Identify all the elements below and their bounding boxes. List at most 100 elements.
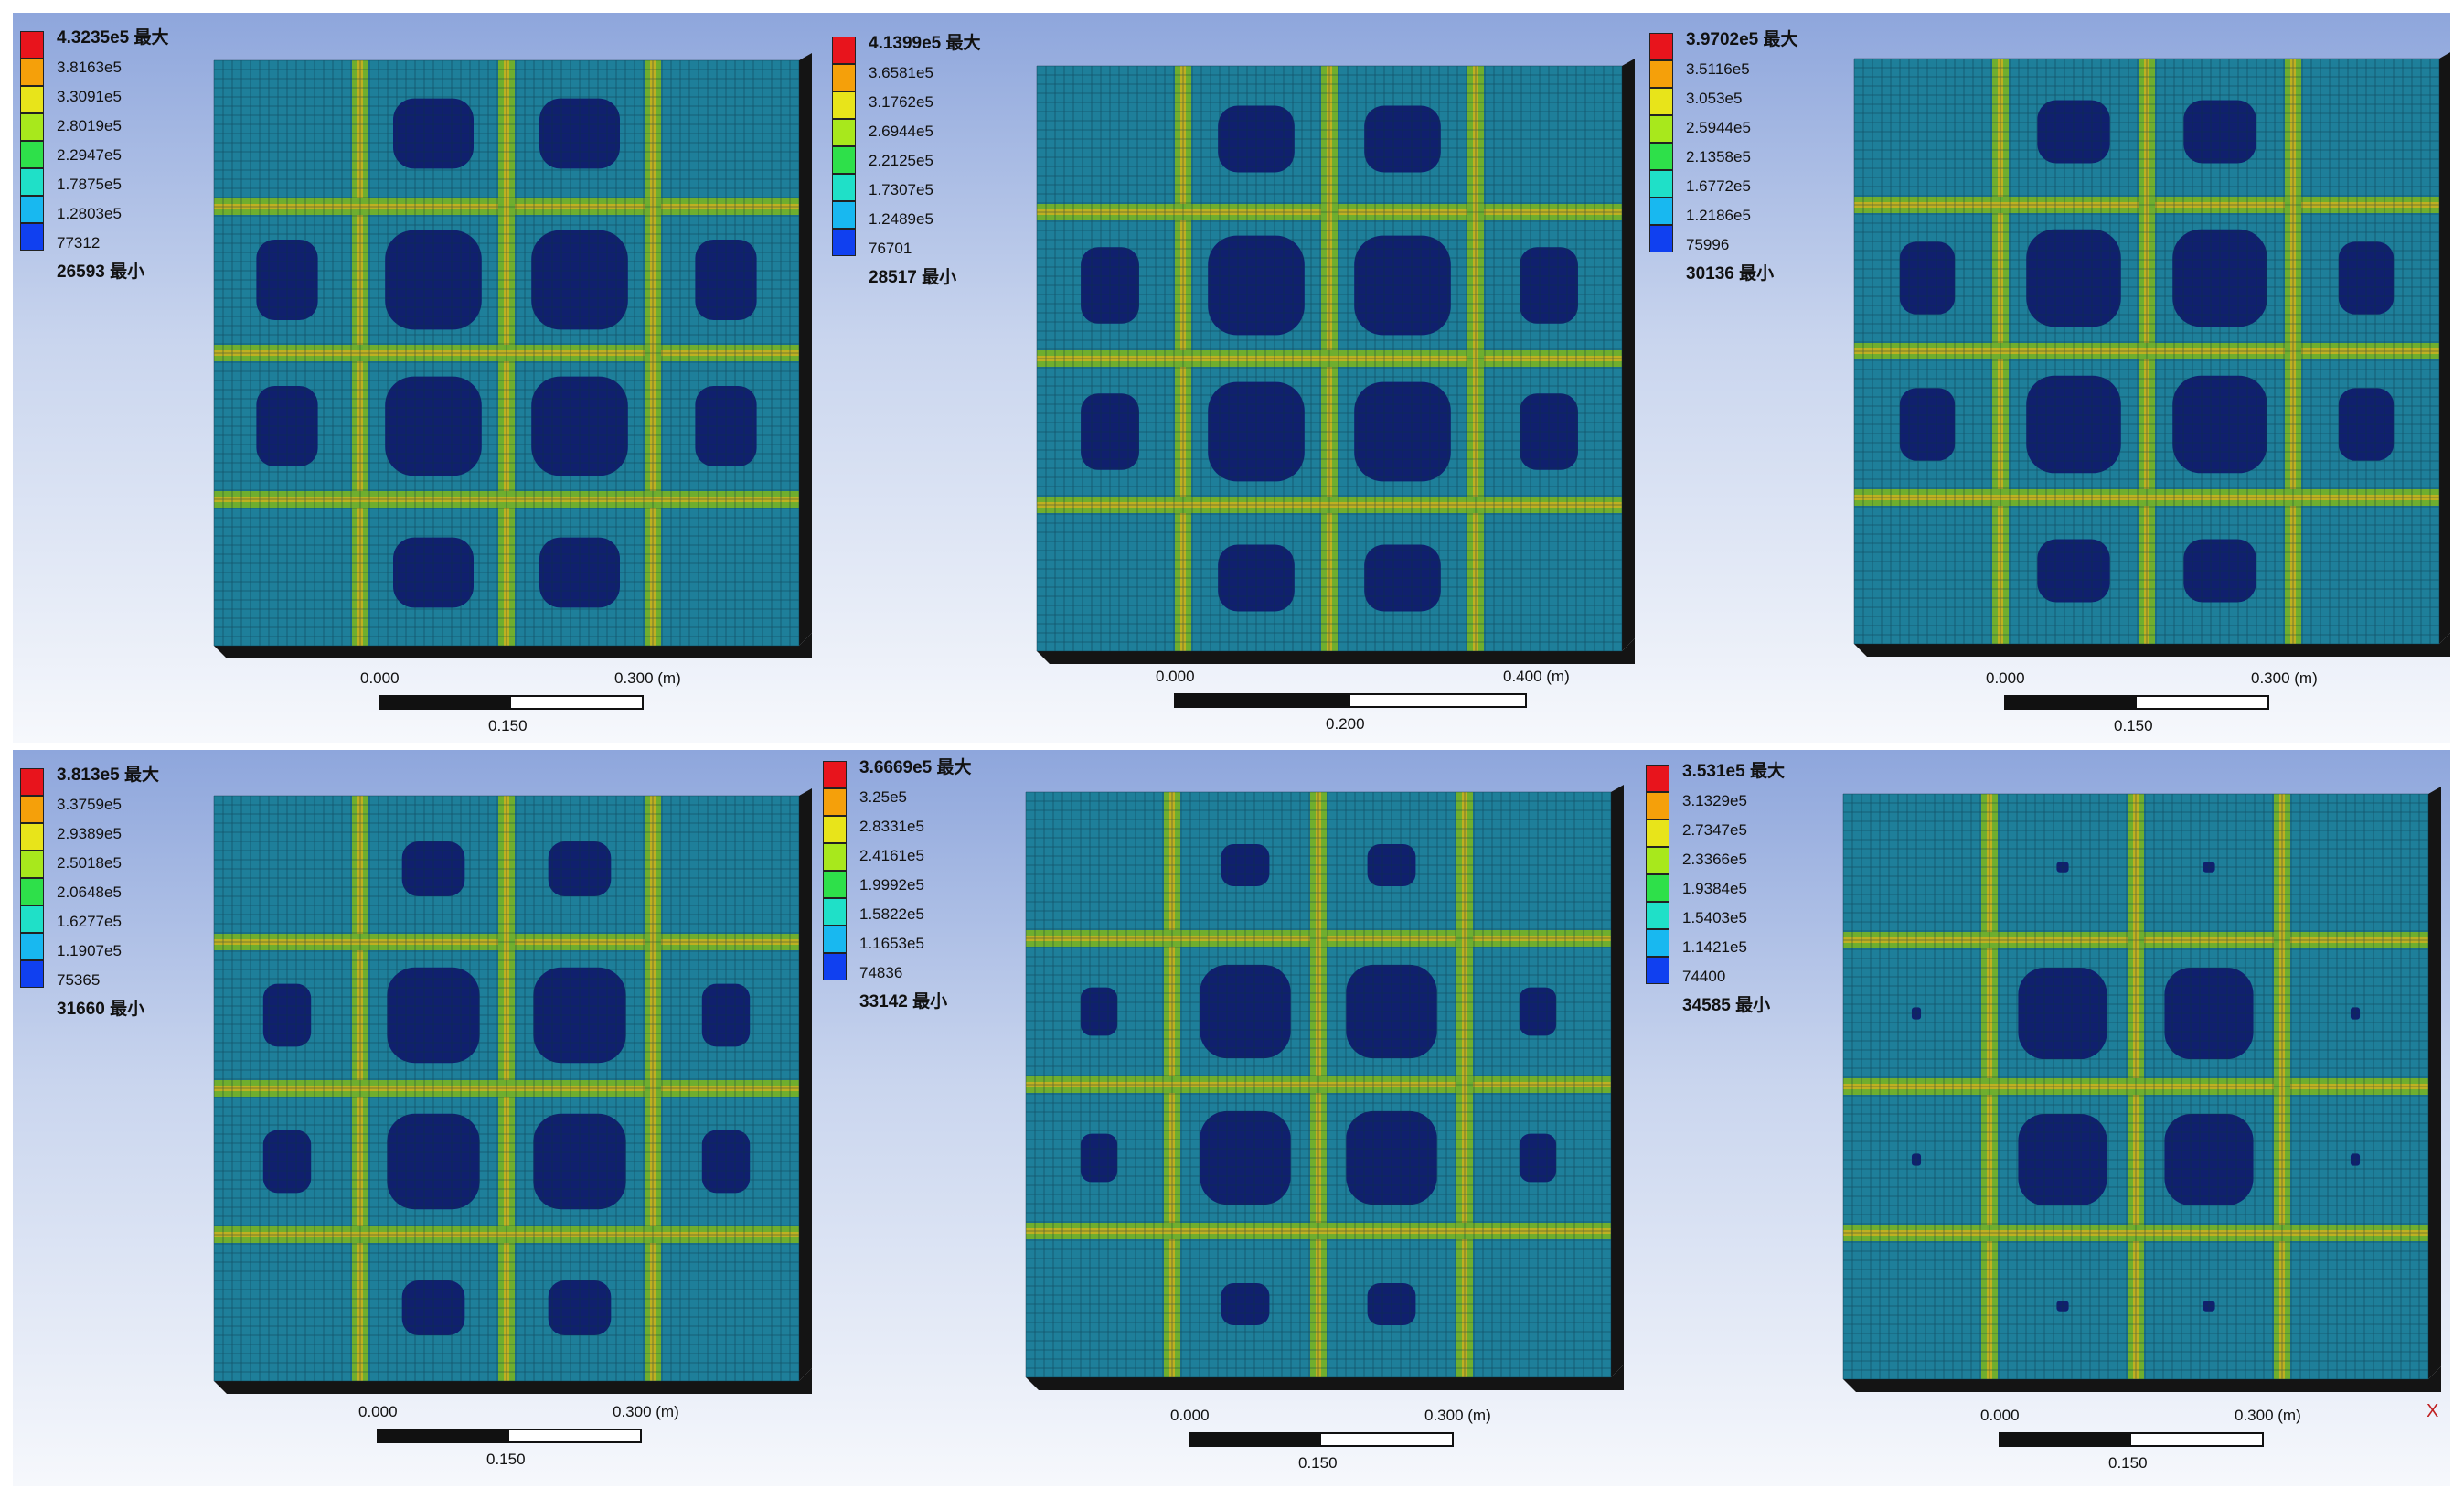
scale-mid: 0.200 xyxy=(1326,715,1365,733)
legend-swatches xyxy=(1649,33,1673,252)
legend-color-swatch xyxy=(1646,792,1669,819)
legend-color-swatch xyxy=(832,64,856,91)
scale-bar-fill xyxy=(1999,1432,2131,1447)
stress-contour-plot-6[interactable] xyxy=(1836,785,2448,1397)
stress-contour-plot-2[interactable] xyxy=(1029,57,1642,669)
scale-bar-5: 0.000 0.300 (m) 0.150 xyxy=(1170,1407,1518,1480)
legend-color-swatch xyxy=(20,31,44,59)
legend-level: 1.6772e5 xyxy=(1686,177,1751,195)
legend-color-swatch xyxy=(1646,874,1669,902)
scale-start: 0.000 xyxy=(1156,668,1195,685)
legend-min: 30136 最小 xyxy=(1686,264,1775,284)
legend-level: 1.1907e5 xyxy=(57,942,122,959)
legend-color-swatch xyxy=(823,788,847,816)
legend-color-swatch xyxy=(20,223,44,251)
legend-color-swatch xyxy=(20,768,44,796)
legend-color-swatch xyxy=(1649,198,1673,225)
legend-color-swatch xyxy=(832,229,856,256)
legend-color-swatch xyxy=(832,174,856,201)
legend-level: 3.6581e5 xyxy=(869,64,933,81)
legend-level: 3.3091e5 xyxy=(57,88,122,105)
legend-max: 3.813e5 最大 xyxy=(57,766,159,785)
scale-bar-3: 0.000 0.300 (m) 0.150 xyxy=(1986,669,2352,743)
legend-level: 1.5403e5 xyxy=(1682,909,1747,926)
legend-level: 1.6277e5 xyxy=(57,913,122,930)
mesh-grid xyxy=(1853,58,2440,645)
scale-end: 0.300 (m) xyxy=(614,669,681,687)
legend-color-swatch xyxy=(832,119,856,146)
legend-swatches xyxy=(832,37,856,256)
legend-color-swatch xyxy=(20,59,44,86)
legend-color-swatch xyxy=(1649,170,1673,198)
scale-start: 0.000 xyxy=(360,669,400,687)
legend-color-swatch xyxy=(20,86,44,113)
stress-contour-plot-5[interactable] xyxy=(1019,783,1631,1396)
legend-color-swatch xyxy=(20,933,44,960)
legend-level: 1.7307e5 xyxy=(869,181,933,198)
scale-start: 0.000 xyxy=(1986,669,2025,687)
scale-bar-fill xyxy=(2004,695,2137,710)
legend-min: 33142 最小 xyxy=(859,992,948,1012)
scale-bar-4: 0.000 0.300 (m) 0.150 xyxy=(358,1403,688,1476)
legend-color-swatch xyxy=(1649,225,1673,252)
legend-max: 3.6669e5 最大 xyxy=(859,758,972,777)
legend-color-swatch xyxy=(20,113,44,141)
scale-end: 0.300 (m) xyxy=(2251,669,2318,687)
legend-color-swatch xyxy=(20,905,44,933)
legend-color-swatch xyxy=(20,878,44,905)
scale-start: 0.000 xyxy=(1980,1407,2020,1424)
legend-color-swatch xyxy=(823,953,847,980)
legend-level: 1.1653e5 xyxy=(859,935,924,952)
legend-level: 75996 xyxy=(1686,236,1730,253)
legend-level: 2.8019e5 xyxy=(57,117,122,134)
legend-min: 28517 最小 xyxy=(869,268,957,287)
legend-swatches xyxy=(20,768,44,988)
legend-level: 1.9992e5 xyxy=(859,876,924,894)
mesh-grid xyxy=(213,795,800,1382)
legend-color-swatch xyxy=(1649,33,1673,60)
legend-level: 1.1421e5 xyxy=(1682,938,1747,956)
legend-color-swatch xyxy=(832,91,856,119)
axis-triad-x-label: X xyxy=(2427,1401,2439,1421)
legend-level: 2.7347e5 xyxy=(1682,821,1747,839)
legend-color-swatch xyxy=(1646,929,1669,957)
legend-level: 2.2947e5 xyxy=(57,146,122,164)
legend-level: 1.2489e5 xyxy=(869,210,933,228)
legend-color-swatch xyxy=(823,761,847,788)
legend-color-swatch xyxy=(832,37,856,64)
legend-level: 3.1329e5 xyxy=(1682,792,1747,809)
scale-bar-fill xyxy=(377,1429,509,1443)
scale-bar-fill xyxy=(1189,1432,1321,1447)
mesh-grid xyxy=(1842,793,2429,1380)
scale-end: 0.300 (m) xyxy=(2235,1407,2301,1424)
scale-bar-fill xyxy=(379,695,511,710)
legend-level: 3.25e5 xyxy=(859,788,907,806)
stress-contour-plot-4[interactable] xyxy=(207,787,819,1399)
stress-contour-plot-3[interactable] xyxy=(1847,49,2450,662)
plate-edge xyxy=(1854,633,2450,657)
scale-start: 0.000 xyxy=(1170,1407,1210,1424)
legend-level: 74836 xyxy=(859,964,903,981)
legend-level: 3.3759e5 xyxy=(57,796,122,813)
result-row-bottom: 3.813e5 最大 3.3759e5 2.9389e5 2.5018e5 2.… xyxy=(13,750,2450,1486)
scale-mid: 0.150 xyxy=(486,1451,526,1468)
legend-level: 76701 xyxy=(869,240,912,257)
legend-color-swatch xyxy=(20,960,44,988)
legend-level: 1.7875e5 xyxy=(57,176,122,193)
legend-level: 1.2803e5 xyxy=(57,205,122,222)
legend-level: 2.9389e5 xyxy=(57,825,122,842)
scale-mid: 0.150 xyxy=(1298,1454,1338,1472)
legend-level: 2.4161e5 xyxy=(859,847,924,864)
legend-level: 1.2186e5 xyxy=(1686,207,1751,224)
legend-color-swatch xyxy=(20,823,44,851)
legend-level: 74400 xyxy=(1682,968,1726,985)
legend-max: 3.9702e5 最大 xyxy=(1686,30,1798,49)
stress-contour-plot-1[interactable] xyxy=(207,51,819,664)
legend-color-swatch xyxy=(1649,88,1673,115)
scale-bar-6: 0.000 0.300 (m) 0.150 xyxy=(1980,1407,2328,1480)
result-row-top: 4.3235e5 最大 3.8163e5 3.3091e5 2.8019e5 2… xyxy=(13,13,2450,743)
legend-min: 34585 最小 xyxy=(1682,996,1771,1015)
legend-level: 2.6944e5 xyxy=(869,123,933,140)
legend-color-swatch xyxy=(20,796,44,823)
legend-level: 3.053e5 xyxy=(1686,90,1743,107)
